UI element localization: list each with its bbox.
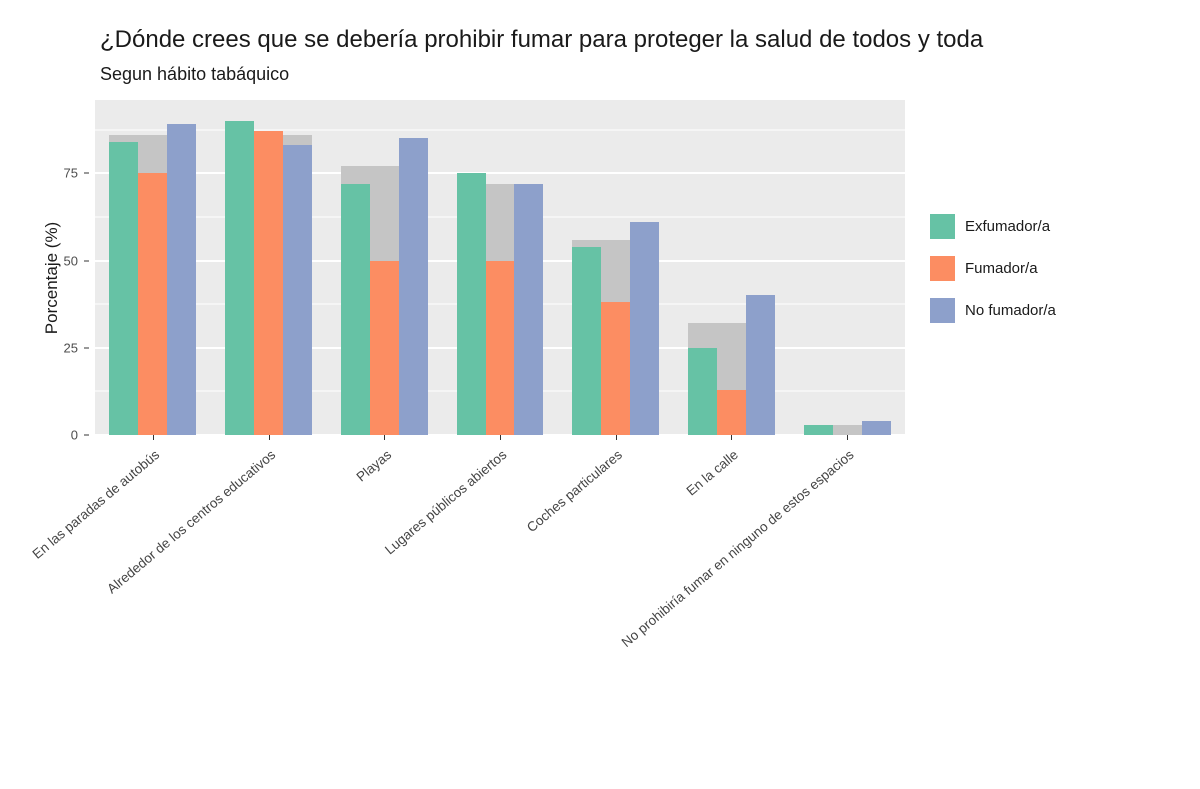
bar-group — [558, 100, 674, 435]
bar-group — [95, 100, 211, 435]
y-tick-mark — [84, 434, 89, 436]
legend-item: Exfumador/a — [930, 214, 1056, 239]
legend-key-exfumador-a — [930, 214, 955, 239]
bar-fumador-a — [485, 260, 515, 435]
legend-key-fumador-a — [930, 256, 955, 281]
y-tick-mark — [84, 347, 89, 349]
x-tick-mark — [384, 435, 386, 440]
bar-no-fumador-a — [167, 124, 197, 435]
y-axis: 0 25 50 75 — [50, 100, 90, 442]
x-tick-label: En las paradas de autobús — [29, 447, 163, 562]
y-tick-label: 25 — [63, 340, 78, 356]
x-axis: En las paradas de autobús Alrededor de lo… — [30, 435, 905, 765]
bar-exfumador-a — [109, 141, 139, 435]
x-tick-mark — [268, 435, 270, 440]
bar-exfumador-a — [572, 246, 602, 435]
x-tick-label: Playas — [353, 447, 394, 485]
bar-exfumador-a — [456, 173, 486, 435]
bar-fumador-a — [254, 131, 283, 435]
x-tick-label: No prohibiría fumar en ninguno de estos … — [618, 447, 857, 651]
legend-label: No fumador/a — [965, 302, 1056, 319]
bar-group — [442, 100, 558, 435]
gridline-major — [95, 172, 905, 175]
bar-exfumador-a — [803, 424, 833, 435]
x-tick-label: Coches particulares — [524, 447, 626, 536]
bar-no-fumador-a — [861, 421, 891, 435]
bar-no-fumador-a — [745, 295, 775, 435]
y-tick-mark — [84, 260, 89, 262]
y-tick-label: 75 — [63, 165, 78, 181]
x-tick-mark — [731, 435, 733, 440]
bar-exfumador-a — [340, 183, 370, 435]
legend-label: Fumador/a — [965, 260, 1038, 277]
legend: Exfumador/a Fumador/a No fumador/a — [930, 214, 1056, 340]
bar-fumador-a — [716, 389, 746, 435]
bar-no-fumador-a — [283, 145, 312, 435]
bar-group — [326, 100, 442, 435]
y-tick-label: 0 — [70, 427, 78, 443]
x-tick-mark — [847, 435, 849, 440]
x-tick-label: Lugares públicos abiertos — [382, 447, 510, 558]
chart-subtitle: Segun hábito tabáquico — [100, 64, 290, 84]
bar-no-fumador-a — [514, 183, 544, 435]
bar-exfumador-a — [688, 347, 717, 435]
legend-item: No fumador/a — [930, 298, 1056, 323]
plot-panel — [95, 100, 905, 436]
bar-no-fumador-a — [630, 222, 660, 435]
bar-no-fumador-a — [398, 138, 428, 435]
bar-total — [803, 424, 891, 435]
bar-exfumador-a — [225, 120, 255, 435]
legend-item: Fumador/a — [930, 256, 1056, 281]
y-tick-mark — [84, 172, 89, 174]
bar-fumador-a — [138, 173, 168, 435]
x-tick-label: En la calle — [683, 447, 742, 499]
bar-group — [789, 100, 905, 435]
bar-fumador-a — [369, 260, 399, 435]
x-tick-mark — [615, 435, 617, 440]
bar-group — [211, 100, 327, 435]
bar-group — [674, 100, 790, 435]
y-tick-label: 50 — [63, 253, 78, 269]
x-tick-mark — [152, 435, 154, 440]
legend-key-no-fumador-a — [930, 298, 955, 323]
gridline-minor — [95, 129, 905, 131]
bar-fumador-a — [601, 302, 631, 435]
chart-title: ¿Dónde crees que se debería prohibir fum… — [100, 26, 984, 53]
x-tick-mark — [500, 435, 501, 440]
legend-label: Exfumador/a — [965, 218, 1051, 235]
